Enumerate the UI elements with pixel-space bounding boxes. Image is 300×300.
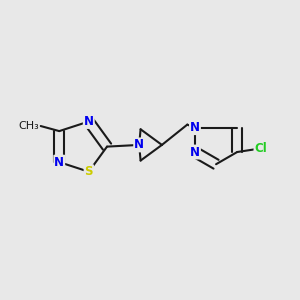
Text: S: S [85, 165, 93, 178]
Text: N: N [54, 156, 64, 169]
Text: N: N [190, 146, 200, 158]
Text: N: N [134, 138, 144, 152]
Text: CH₃: CH₃ [18, 121, 39, 131]
Text: N: N [84, 115, 94, 128]
Text: N: N [190, 121, 200, 134]
Text: Cl: Cl [254, 142, 267, 155]
